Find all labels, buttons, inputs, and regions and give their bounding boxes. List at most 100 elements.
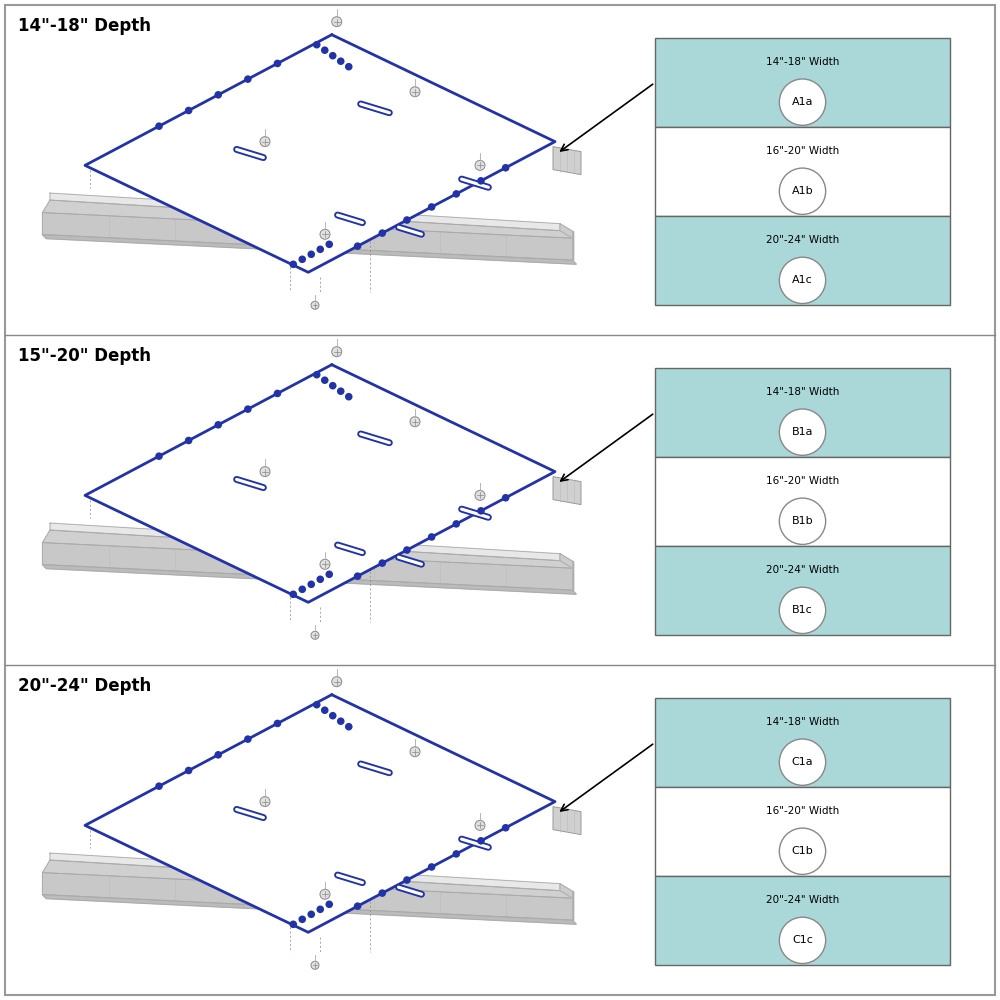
Circle shape — [307, 250, 315, 258]
Text: 16"-20" Width: 16"-20" Width — [766, 146, 839, 156]
Text: 14"-18" Width: 14"-18" Width — [766, 717, 839, 727]
Circle shape — [311, 961, 319, 969]
Polygon shape — [43, 860, 572, 898]
Circle shape — [477, 177, 485, 185]
Circle shape — [337, 717, 345, 725]
Circle shape — [502, 164, 509, 172]
Circle shape — [155, 452, 163, 460]
Polygon shape — [43, 895, 576, 924]
Circle shape — [410, 747, 420, 757]
Text: 14"-18" Width: 14"-18" Width — [766, 387, 839, 397]
Circle shape — [298, 255, 306, 263]
Circle shape — [453, 190, 460, 198]
Circle shape — [332, 677, 342, 687]
Circle shape — [345, 63, 353, 70]
Circle shape — [332, 347, 342, 357]
Circle shape — [354, 242, 361, 250]
Circle shape — [260, 137, 270, 147]
Text: 14"-18" Depth: 14"-18" Depth — [18, 17, 151, 35]
Bar — [655, 787, 950, 876]
Polygon shape — [50, 523, 560, 561]
Circle shape — [403, 546, 411, 554]
Circle shape — [337, 57, 345, 65]
Circle shape — [313, 41, 321, 48]
Polygon shape — [553, 477, 581, 505]
Circle shape — [345, 723, 353, 731]
Bar — [655, 38, 950, 127]
Text: A1c: A1c — [792, 275, 813, 285]
Circle shape — [321, 46, 329, 54]
Circle shape — [274, 390, 281, 397]
Circle shape — [779, 257, 826, 304]
Text: C1c: C1c — [792, 935, 813, 945]
Circle shape — [185, 437, 192, 444]
Polygon shape — [85, 35, 555, 272]
Circle shape — [155, 782, 163, 790]
Circle shape — [378, 889, 386, 897]
Circle shape — [345, 393, 353, 401]
Circle shape — [354, 572, 361, 580]
Bar — [655, 546, 950, 635]
Circle shape — [274, 60, 281, 67]
Circle shape — [502, 824, 509, 832]
Polygon shape — [43, 235, 576, 264]
Circle shape — [325, 570, 333, 578]
Polygon shape — [43, 873, 572, 920]
Bar — [655, 457, 950, 546]
Circle shape — [329, 712, 337, 720]
Text: A1b: A1b — [792, 186, 813, 196]
Circle shape — [779, 739, 826, 785]
Polygon shape — [85, 695, 555, 932]
Circle shape — [403, 216, 411, 224]
Circle shape — [155, 122, 163, 130]
Bar — [655, 368, 950, 457]
Circle shape — [332, 17, 342, 27]
Circle shape — [321, 376, 329, 384]
Circle shape — [453, 520, 460, 528]
Polygon shape — [50, 193, 560, 231]
Circle shape — [354, 902, 361, 910]
Circle shape — [307, 911, 315, 918]
Circle shape — [475, 490, 485, 500]
Circle shape — [320, 229, 330, 239]
Circle shape — [313, 371, 321, 379]
Polygon shape — [85, 365, 555, 602]
Circle shape — [779, 498, 826, 544]
Circle shape — [779, 917, 826, 964]
Circle shape — [311, 301, 319, 309]
Polygon shape — [50, 853, 560, 891]
Text: 20"-24" Width: 20"-24" Width — [766, 895, 839, 905]
Text: C1a: C1a — [792, 757, 813, 767]
Text: 16"-20" Width: 16"-20" Width — [766, 476, 839, 486]
Circle shape — [779, 828, 826, 874]
Polygon shape — [553, 147, 581, 175]
Polygon shape — [560, 884, 572, 898]
Circle shape — [260, 467, 270, 477]
Circle shape — [403, 876, 411, 884]
Text: C1b: C1b — [792, 846, 813, 856]
Circle shape — [214, 91, 222, 99]
Circle shape — [337, 387, 345, 395]
Text: 20"-24" Depth: 20"-24" Depth — [18, 677, 151, 695]
Circle shape — [289, 261, 297, 268]
Text: B1b: B1b — [792, 516, 813, 526]
Text: 14"-18" Width: 14"-18" Width — [766, 57, 839, 67]
Bar — [655, 216, 950, 305]
Circle shape — [428, 533, 435, 541]
Circle shape — [316, 576, 324, 583]
Circle shape — [779, 168, 826, 214]
Bar — [655, 698, 950, 787]
Circle shape — [311, 631, 319, 639]
Circle shape — [477, 507, 485, 515]
Circle shape — [244, 75, 252, 83]
Circle shape — [185, 107, 192, 114]
Circle shape — [428, 203, 435, 211]
Polygon shape — [43, 565, 576, 594]
Text: 15"-20" Depth: 15"-20" Depth — [18, 347, 151, 365]
Circle shape — [214, 421, 222, 429]
Circle shape — [329, 52, 337, 59]
Circle shape — [260, 797, 270, 807]
Circle shape — [378, 229, 386, 237]
Circle shape — [410, 417, 420, 427]
Bar — [655, 876, 950, 965]
